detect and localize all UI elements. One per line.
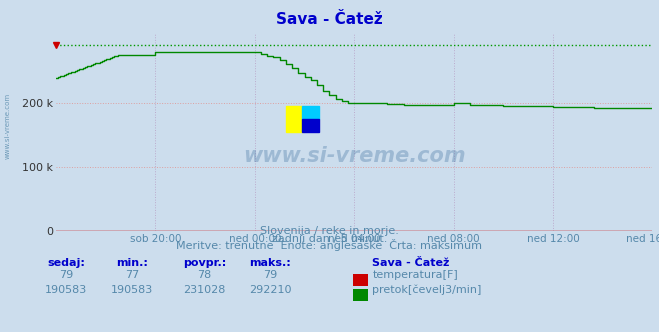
Text: povpr.:: povpr.: (183, 258, 226, 268)
Text: www.si-vreme.com: www.si-vreme.com (5, 93, 11, 159)
Text: pretok[čevelj3/min]: pretok[čevelj3/min] (372, 284, 482, 295)
Text: Sava - Čatež: Sava - Čatež (372, 258, 449, 268)
Text: Sava - Čatež: Sava - Čatež (276, 12, 383, 27)
Text: Meritve: trenutne  Enote: anglešaške  Črta: maksimum: Meritve: trenutne Enote: anglešaške Črta… (177, 239, 482, 251)
Text: min.:: min.: (116, 258, 148, 268)
Bar (302, 119, 319, 132)
Text: sedaj:: sedaj: (47, 258, 85, 268)
Bar (285, 106, 302, 132)
Text: 292210: 292210 (249, 285, 291, 295)
Text: 190583: 190583 (45, 285, 87, 295)
Text: 78: 78 (197, 270, 212, 280)
Text: www.si-vreme.com: www.si-vreme.com (243, 146, 465, 166)
Text: 79: 79 (59, 270, 73, 280)
Text: maks.:: maks.: (249, 258, 291, 268)
Bar (302, 106, 319, 119)
Text: temperatura[F]: temperatura[F] (372, 270, 458, 280)
Text: zadnji dan / 5 minut.: zadnji dan / 5 minut. (272, 234, 387, 244)
Text: 190583: 190583 (111, 285, 153, 295)
Text: 79: 79 (263, 270, 277, 280)
Text: Slovenija / reke in morje.: Slovenija / reke in morje. (260, 226, 399, 236)
Text: 231028: 231028 (183, 285, 225, 295)
Text: 77: 77 (125, 270, 139, 280)
